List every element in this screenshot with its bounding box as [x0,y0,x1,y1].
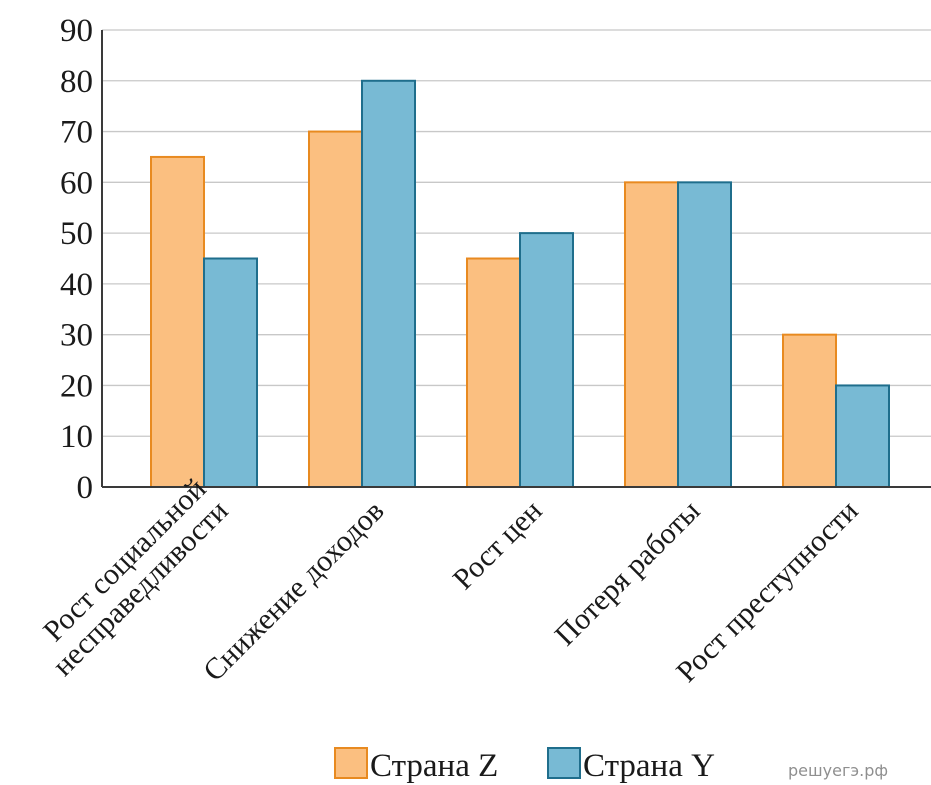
bars [150,79,890,489]
category-label-line: Потеря работы [549,494,707,652]
y-tick-label: 50 [60,216,93,252]
bar-country-y [677,181,732,488]
y-tick-label: 60 [60,165,93,201]
bar-country-z [466,257,521,488]
legend: Страна Z Страна Y [334,747,715,784]
y-tick-label: 0 [77,470,94,506]
y-tick-label: 40 [60,267,93,303]
bar-country-z [782,333,837,488]
y-axis-ticks: 0 10 20 30 40 50 60 70 80 90 [60,13,93,506]
bar-country-z [624,181,679,488]
category-label: Потеря работы [549,494,707,652]
y-tick-label: 30 [60,318,93,354]
y-tick-label: 70 [60,115,93,151]
y-tick-label: 10 [60,419,93,455]
y-tick-label: 90 [60,13,93,49]
bar-country-y [519,232,574,488]
legend-swatch [334,747,368,779]
watermark: решуегэ.рф [788,761,888,780]
category-label: Рост социальнойнесправедливости [24,472,234,682]
category-labels: Рост социальнойнесправедливостиСнижение … [24,472,865,688]
bar-country-y [835,384,890,489]
legend-swatch [547,747,581,779]
category-label: Рост цен [447,494,549,596]
bar-country-y [203,257,258,488]
category-label-line: Рост цен [447,494,549,596]
y-tick-label: 80 [60,64,93,100]
y-tick-label: 20 [60,368,93,404]
legend-label: Страна Y [583,748,715,784]
bar-country-z [308,130,363,489]
bar-country-y [361,79,416,489]
bar-country-z [150,155,205,488]
legend-label: Страна Z [370,748,498,784]
axes [101,30,931,488]
